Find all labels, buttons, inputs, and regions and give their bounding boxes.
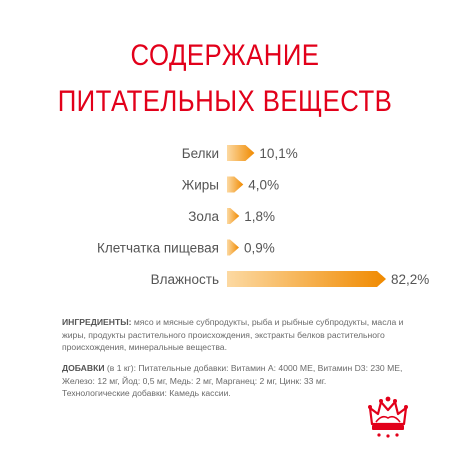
value-label-0: 10,1% xyxy=(259,146,297,161)
category-label-1: Жиры xyxy=(182,178,219,193)
ingredients-line-3: происхождения, минеральные вещества. xyxy=(62,342,227,352)
ingredients-line-1: мясо и мясные субпродукты, рыба и рыбные… xyxy=(133,317,404,327)
additives-line-2: Железо: 12 мг, Йод: 0,5 мг, Медь: 2 мг, … xyxy=(62,375,327,386)
ingredients-label: ИНГРЕДИЕНТЫ: xyxy=(62,317,132,327)
ingredients-block: ИНГРЕДИЕНТЫ: мясо и мясные субпродукты, … xyxy=(62,316,417,354)
bar-4 xyxy=(227,271,386,287)
category-label-3: Клетчатка пищевая xyxy=(97,241,219,256)
value-label-2: 1,8% xyxy=(244,209,275,224)
category-label-0: Белки xyxy=(182,146,219,161)
value-label-3: 0,9% xyxy=(244,241,275,256)
value-label-4: 82,2% xyxy=(391,272,429,287)
additives-line-3: Технологические добавки: Камедь кассии. xyxy=(62,388,231,398)
bar-0 xyxy=(227,145,255,161)
additives-label: ДОБАВКИ xyxy=(62,363,105,373)
royal-canin-crown-icon xyxy=(368,396,408,438)
nutrient-bar-chart: Белки 10,1% Жиры 4,0% Зола 1,8% Клетчатка пище… xyxy=(97,145,429,287)
title-line-2: ПИТАТЕЛЬНЫХ ВЕЩЕСТВ xyxy=(57,85,393,118)
additives-block: ДОБАВКИ (в 1 кг): Питательные добавки: В… xyxy=(62,362,417,400)
category-label-4: Влажность xyxy=(151,272,219,287)
title-line-1: СОДЕРЖАНИЕ xyxy=(130,39,320,72)
ingredients-line-2: жиры, продукты растительного происхожден… xyxy=(62,329,385,340)
bar-3 xyxy=(227,239,239,256)
value-label-1: 4,0% xyxy=(248,178,279,193)
bar-1 xyxy=(227,176,244,193)
category-label-2: Зола xyxy=(188,209,219,224)
bar-2 xyxy=(227,208,240,224)
additives-line-1: (в 1 кг): Питательные добавки: Витамин А… xyxy=(106,363,403,373)
